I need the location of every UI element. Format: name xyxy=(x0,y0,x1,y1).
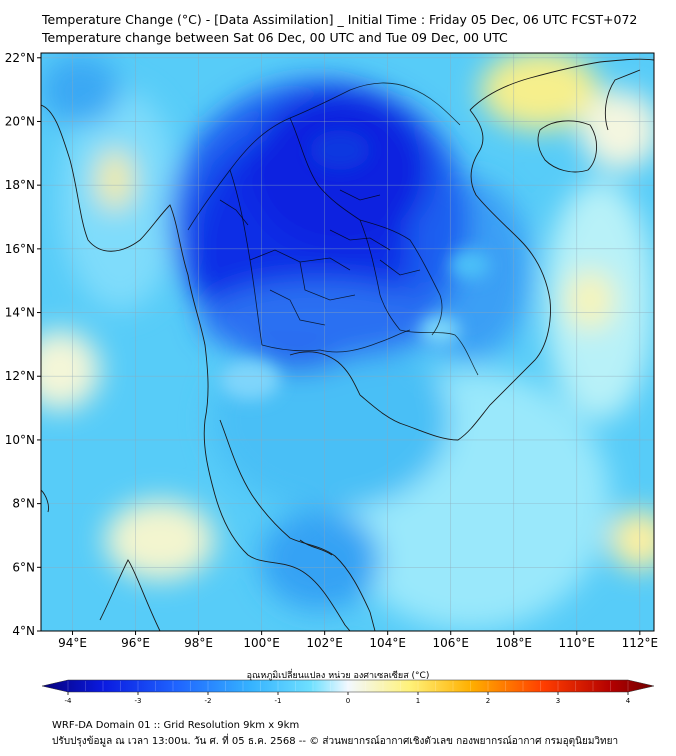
lat-tick-label: 14°N xyxy=(5,306,35,320)
colorbar-tick-label: -2 xyxy=(205,697,212,705)
lat-tick-label: 22°N xyxy=(5,51,35,65)
lon-tick-label: 94°E xyxy=(58,636,87,650)
colorbar-tick-label: 2 xyxy=(486,697,490,705)
lat-tick-label: 12°N xyxy=(5,369,35,383)
lat-tick-label: 16°N xyxy=(5,242,35,256)
lon-tick-label: 112°E xyxy=(622,636,659,650)
colorbar-tick-label: 0 xyxy=(346,697,350,705)
lat-tick-label: 10°N xyxy=(5,433,35,447)
lat-tick-label: 18°N xyxy=(5,178,35,192)
footer-credits: ปรับปรุงข้อมูล ณ เวลา 13:00น. วัน ศ. ที่… xyxy=(52,736,619,747)
country-borders xyxy=(187,82,479,376)
longitude-axis: 94°E 96°E 98°E 100°E 102°E 104°E 106°E 108°E 110… xyxy=(58,631,658,650)
lon-tick-label: 102°E xyxy=(306,636,343,650)
colorbar-tick-label: 4 xyxy=(626,697,631,705)
lon-tick-label: 108°E xyxy=(496,636,533,650)
colorbar-tick-label: -1 xyxy=(275,697,282,705)
lat-tick-label: 8°N xyxy=(12,497,35,511)
lon-tick-label: 98°E xyxy=(184,636,213,650)
lon-tick-label: 100°E xyxy=(243,636,280,650)
lon-tick-label: 96°E xyxy=(121,636,150,650)
lon-tick-label: 110°E xyxy=(559,636,596,650)
lon-tick-label: 104°E xyxy=(369,636,406,650)
map-subtitle: Temperature change between Sat 06 Dec, 0… xyxy=(42,30,508,45)
colorbar-tick-label: -4 xyxy=(65,697,73,705)
coastlines xyxy=(41,58,654,631)
latitude-axis: 4°N 6°N 8°N 10°N 12°N 14°N 16°N 18°N 20°N 22°N xyxy=(5,51,41,638)
colorbar-label: อุณหภูมิเปลี่ยนแปลง หน่วย องศาเซลเซียส (… xyxy=(246,671,430,681)
graticule xyxy=(41,53,654,631)
lon-tick-label: 106°E xyxy=(432,636,469,650)
colorbar-tick-label: 3 xyxy=(556,697,560,705)
temperature-field xyxy=(41,53,654,631)
footer-model-info: WRF-DA Domain 01 :: Grid Resolution 9km … xyxy=(52,720,300,731)
colorbar-tick-label: -3 xyxy=(135,697,142,705)
lat-tick-label: 6°N xyxy=(12,560,35,574)
colorbar-tick-label: 1 xyxy=(416,697,420,705)
plot-frame xyxy=(40,52,655,632)
lat-tick-label: 20°N xyxy=(5,114,35,128)
lat-tick-label: 4°N xyxy=(12,624,35,638)
map-title: Temperature Change (°C) - [Data Assimila… xyxy=(42,12,638,27)
colorbar-ticks: -4 -3 -2 -1 0 1 2 3 4 xyxy=(65,681,631,705)
